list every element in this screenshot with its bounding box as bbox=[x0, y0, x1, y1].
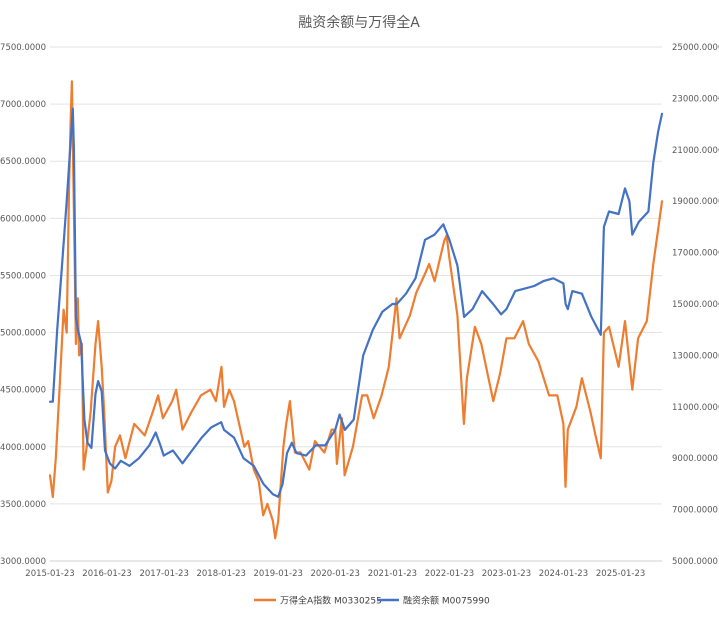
legend: 万得全A指数 M0330255 融资余额 M0075990 bbox=[254, 595, 490, 607]
right-tick-label: 9000.0000 bbox=[672, 454, 718, 464]
x-tick-label: 2016-01-23 bbox=[82, 569, 131, 579]
x-tick-label: 2020-01-23 bbox=[311, 569, 360, 579]
left-tick-label: 5500.0000 bbox=[0, 271, 46, 281]
x-tick-label: 2025-01-23 bbox=[596, 569, 645, 579]
right-tick-label: 13000.0000 bbox=[672, 351, 719, 361]
x-tick-label: 2023-01-23 bbox=[482, 569, 531, 579]
right-tick-label: 21000.0000 bbox=[672, 146, 719, 156]
left-tick-label: 4500.0000 bbox=[0, 386, 46, 396]
right-y-axis: 5000.0000 7000.0000 9000.0000 11000.0000 130… bbox=[672, 43, 719, 567]
series-line-margin-balance bbox=[48, 107, 664, 498]
right-tick-label: 23000.0000 bbox=[672, 94, 719, 104]
gridlines bbox=[50, 46, 662, 562]
x-tick-label: 2019-01-23 bbox=[254, 569, 303, 579]
right-tick-label: 25000.0000 bbox=[672, 43, 719, 53]
series-line-wind-a-index bbox=[48, 80, 664, 540]
series-lines bbox=[48, 80, 664, 540]
left-tick-label: 5000.0000 bbox=[0, 329, 46, 339]
chart-title: 融资余额与万得全A bbox=[298, 14, 420, 31]
left-y-axis: 3000.0000 3500.0000 4000.0000 4500.0000 5000… bbox=[0, 43, 46, 567]
left-tick-label: 7000.0000 bbox=[0, 100, 46, 110]
left-tick-label: 7500.0000 bbox=[0, 43, 46, 53]
left-tick-label: 3500.0000 bbox=[0, 500, 46, 510]
left-tick-label: 4000.0000 bbox=[0, 443, 46, 453]
x-tick-label: 2022-01-23 bbox=[425, 569, 474, 579]
x-tick-label: 2015-01-23 bbox=[25, 569, 74, 579]
left-tick-label: 6500.0000 bbox=[0, 157, 46, 167]
x-tick-label: 2021-01-23 bbox=[368, 569, 417, 579]
right-tick-label: 15000.0000 bbox=[672, 300, 719, 310]
legend-label: 融资余额 M0075990 bbox=[403, 595, 490, 607]
left-tick-label: 3000.0000 bbox=[0, 557, 46, 567]
x-axis: 2015-01-23 2016-01-23 2017-01-23 2018-01-23… bbox=[25, 560, 662, 579]
x-tick-label: 2017-01-23 bbox=[139, 569, 188, 579]
right-tick-label: 7000.0000 bbox=[672, 506, 718, 516]
left-tick-label: 6000.0000 bbox=[0, 214, 46, 224]
right-tick-label: 19000.0000 bbox=[672, 197, 719, 207]
right-tick-label: 17000.0000 bbox=[672, 249, 719, 259]
right-tick-label: 5000.0000 bbox=[672, 557, 718, 567]
x-tick-label: 2018-01-23 bbox=[196, 569, 245, 579]
right-tick-label: 11000.0000 bbox=[672, 403, 719, 413]
legend-label: 万得全A指数 M0330255 bbox=[280, 595, 382, 607]
x-tick-label: 2024-01-23 bbox=[539, 569, 588, 579]
